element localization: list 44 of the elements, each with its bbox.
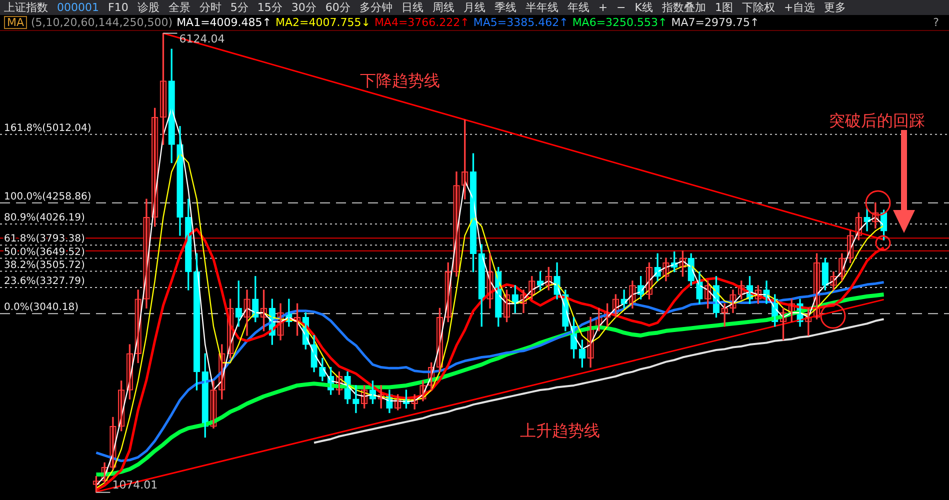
text: 指数叠加 <box>662 0 706 15</box>
text: 日线 <box>401 0 424 15</box>
text: 60分 <box>325 0 350 15</box>
text: 15分 <box>257 0 282 15</box>
annotation: 上升趋势线 <box>520 421 600 440</box>
chart-subtitle: 000001 <box>57 1 99 14</box>
text: MA2=4007.755↓ <box>276 16 370 29</box>
text: ? <box>933 16 939 29</box>
text: 更多 <box>824 0 846 15</box>
text: 1图 <box>714 0 733 15</box>
text: F10 <box>108 1 128 14</box>
text: 季线 <box>494 0 516 15</box>
text: 年线 <box>567 0 590 15</box>
annotation: 下降趋势线 <box>360 71 440 90</box>
ref-line-label: 0.0%(3040.18) <box>4 302 79 314</box>
text: 半年线 <box>525 0 558 15</box>
text: MA1=4009.485↑ <box>176 16 272 29</box>
text: MA <box>4 16 28 29</box>
text: 诊股 <box>137 0 160 15</box>
text: − <box>616 1 626 14</box>
legend-title: (5,10,20,60,144,250,500) <box>31 16 173 29</box>
text: 全景 <box>168 0 190 15</box>
text: + <box>598 1 608 14</box>
text: MA6=3250.553↑ <box>572 16 668 29</box>
chart-title: 上证指数 <box>4 0 48 15</box>
text: 分时 <box>199 0 222 15</box>
text: +自选 <box>784 0 816 15</box>
annotation: 6124.04 <box>179 32 225 46</box>
ref-line-label: 100.0%(4258.86) <box>4 191 92 202</box>
text: MA4=3766.222↑ <box>374 16 470 29</box>
text: 30分 <box>291 0 316 15</box>
text: K线 <box>634 0 653 15</box>
ref-line-label: 161.8%(5012.04) <box>4 122 92 134</box>
text: 月线 <box>463 0 486 15</box>
text: MA7=2979.75↑ <box>671 16 760 29</box>
text: 下除权 <box>742 0 775 15</box>
text: 多分钟 <box>359 0 392 15</box>
ref-line-label: 80.9%(4026.19) <box>4 212 86 224</box>
text: 5分 <box>230 0 248 15</box>
text: MA5=3385.462↑ <box>473 16 568 29</box>
ref-line-label: 23.6%(3327.79) <box>4 276 86 288</box>
ref-line-label: 38.2%(3505.72) <box>4 260 86 271</box>
annotation: 突破后的回踩 <box>829 111 925 130</box>
text: 周线 <box>432 0 454 15</box>
